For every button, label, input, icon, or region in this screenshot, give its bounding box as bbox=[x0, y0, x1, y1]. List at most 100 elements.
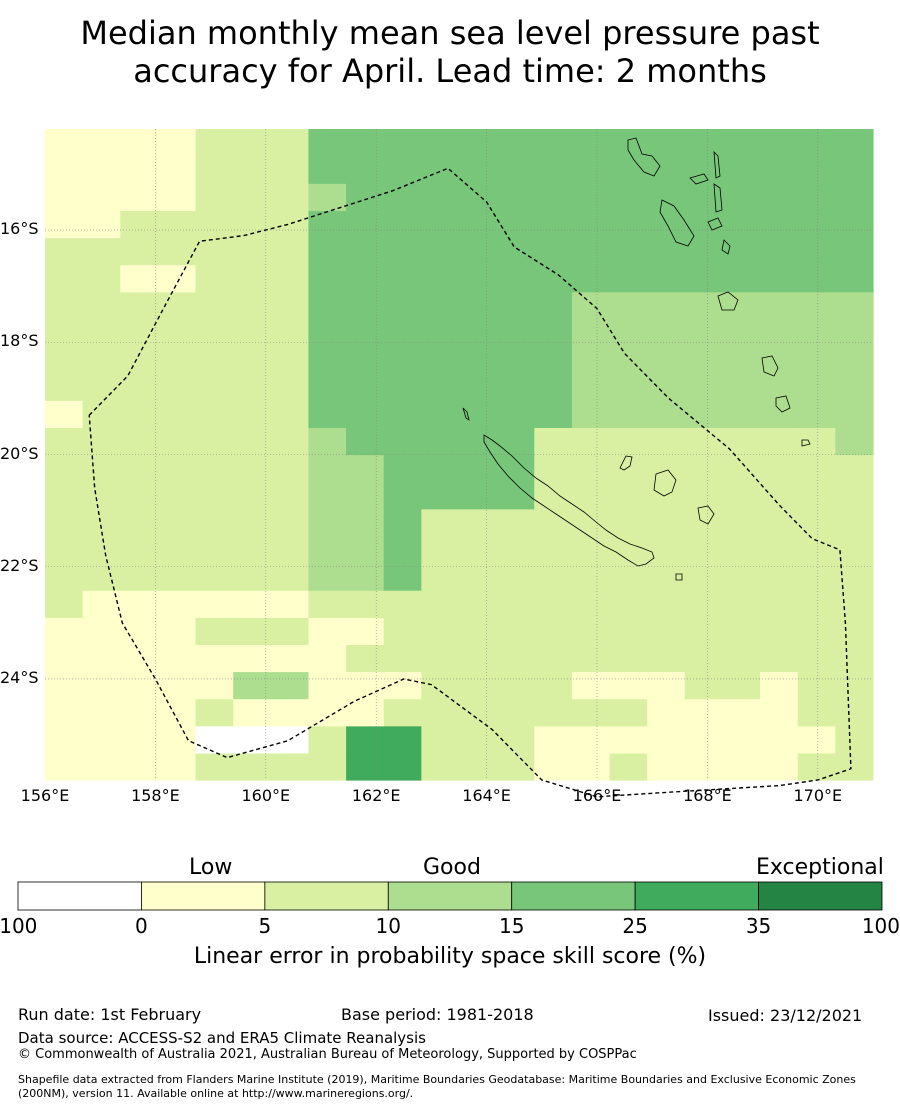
grid-cell bbox=[534, 698, 573, 727]
grid-cell bbox=[195, 183, 234, 211]
grid-cell bbox=[157, 346, 197, 374]
base-period: Base period: 1981-2018 bbox=[341, 1005, 534, 1024]
grid-cell bbox=[308, 535, 347, 564]
grid-cell bbox=[496, 644, 535, 673]
grid-cell bbox=[346, 590, 385, 618]
grid-cell bbox=[647, 346, 686, 374]
grid-cell bbox=[459, 291, 498, 320]
grid-cell bbox=[233, 752, 272, 781]
grid-cell bbox=[534, 535, 573, 564]
grid-cell bbox=[82, 454, 121, 483]
grid-cell bbox=[835, 373, 874, 401]
grid-cell bbox=[647, 156, 686, 184]
grid-cell bbox=[270, 237, 310, 266]
grid-cell bbox=[496, 237, 535, 266]
colorbar-tick-label: 0 bbox=[135, 914, 148, 938]
grid-cell bbox=[797, 210, 836, 239]
grid-cell bbox=[120, 535, 159, 564]
grid-cell bbox=[82, 400, 121, 428]
grid-cell bbox=[346, 617, 385, 645]
grid-cell bbox=[82, 156, 121, 184]
grid-cell bbox=[195, 644, 234, 673]
grid-cell bbox=[459, 400, 498, 428]
grid-cell bbox=[120, 454, 159, 483]
grid-cell bbox=[82, 698, 121, 727]
grid-cell bbox=[270, 454, 310, 483]
grid-cell bbox=[157, 183, 197, 211]
grid-cell bbox=[270, 481, 310, 510]
lat-label: 20°S bbox=[0, 443, 39, 463]
grid-cell bbox=[760, 318, 799, 347]
grid-cell bbox=[797, 291, 836, 320]
grid-cell bbox=[45, 508, 84, 537]
grid-cell bbox=[120, 183, 159, 211]
grid-cell bbox=[270, 535, 310, 564]
grid-cell bbox=[571, 725, 611, 754]
grid-cell bbox=[82, 427, 121, 456]
grid-cell bbox=[571, 508, 611, 537]
grid-cell bbox=[496, 210, 535, 239]
grid-cell bbox=[797, 590, 836, 618]
issued-date: Issued: 23/12/2021 bbox=[708, 1006, 863, 1025]
grid-cell bbox=[835, 291, 874, 320]
grid-cell bbox=[82, 346, 121, 374]
run-date: Run date: 1st February bbox=[18, 1005, 202, 1024]
grid-cell bbox=[722, 617, 761, 645]
grid-cell bbox=[383, 454, 422, 483]
grid-cell bbox=[383, 481, 422, 510]
grid-cell bbox=[270, 427, 310, 456]
grid-cell bbox=[233, 129, 272, 157]
grid-cell bbox=[270, 563, 310, 591]
grid-cell bbox=[647, 400, 686, 428]
grid-cell bbox=[308, 508, 347, 537]
grid-cell bbox=[421, 454, 460, 483]
grid-cell bbox=[760, 535, 799, 564]
grid-cell bbox=[195, 264, 234, 293]
grid-cell bbox=[233, 481, 272, 510]
grid-cell bbox=[45, 725, 84, 754]
lon-label: 160°E bbox=[241, 786, 291, 805]
grid-cell bbox=[346, 535, 385, 564]
grid-cell bbox=[609, 373, 648, 401]
grid-cell bbox=[157, 698, 197, 727]
grid-cell bbox=[195, 373, 234, 401]
grid-cell bbox=[120, 725, 159, 754]
grid-cell bbox=[421, 535, 460, 564]
grid-cell bbox=[82, 563, 121, 591]
colorbar-segment bbox=[141, 881, 266, 911]
grid-cell bbox=[760, 644, 799, 673]
grid-cell bbox=[684, 346, 724, 374]
shapefile-credit: Shapefile data extracted from Flanders M… bbox=[18, 1073, 856, 1100]
grid-cell bbox=[270, 264, 310, 293]
grid-cell bbox=[797, 427, 836, 456]
grid-cell bbox=[270, 346, 310, 374]
colorbar bbox=[17, 881, 883, 911]
grid-cell bbox=[496, 400, 535, 428]
grid-cell bbox=[421, 129, 460, 157]
grid-cell bbox=[120, 156, 159, 184]
grid-cell bbox=[120, 671, 159, 700]
grid-cell bbox=[684, 698, 724, 727]
grid-cell bbox=[233, 400, 272, 428]
grid-cell bbox=[684, 183, 724, 211]
grid-cell bbox=[383, 752, 422, 781]
grid-cell bbox=[647, 264, 686, 293]
grid-cell bbox=[835, 617, 874, 645]
grid-cell bbox=[233, 617, 272, 645]
grid-cell bbox=[346, 454, 385, 483]
grid-cell bbox=[571, 210, 611, 239]
grid-cell bbox=[157, 400, 197, 428]
grid-cell bbox=[270, 508, 310, 537]
grid-cell bbox=[722, 156, 761, 184]
grid-cell bbox=[534, 346, 573, 374]
grid-cell bbox=[722, 671, 761, 700]
grid-cell bbox=[233, 427, 272, 456]
grid-cell bbox=[647, 291, 686, 320]
grid-cell bbox=[647, 535, 686, 564]
grid-cell bbox=[647, 644, 686, 673]
grid-cell bbox=[233, 535, 272, 564]
coastline-ambae bbox=[689, 173, 709, 185]
grid-cell bbox=[195, 563, 234, 591]
grid-cell bbox=[534, 291, 573, 320]
colorbar-tick-label: 35 bbox=[745, 914, 772, 938]
